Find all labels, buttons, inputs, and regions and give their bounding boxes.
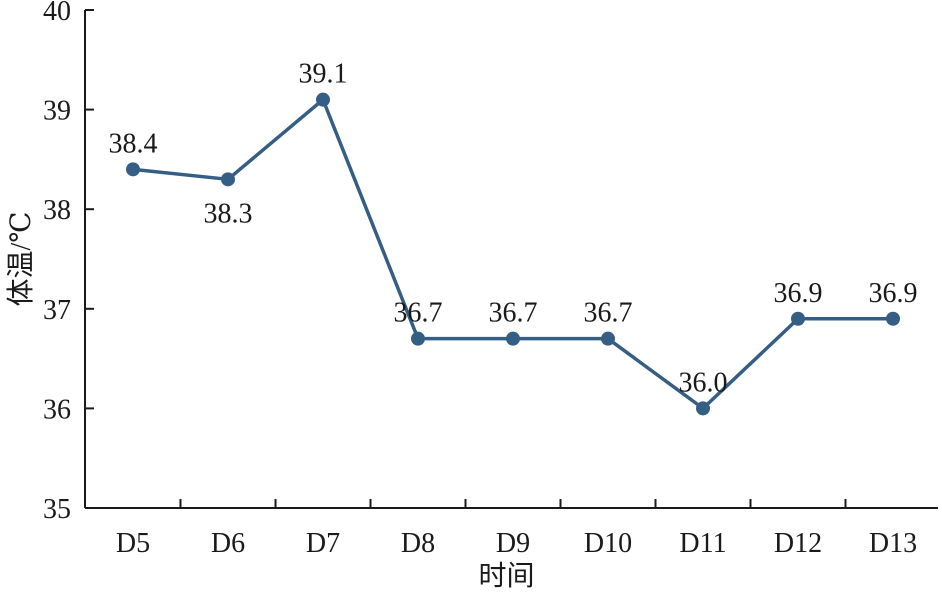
x-tick-label: D7 [306,528,340,559]
data-label: 38.4 [109,128,158,159]
data-label: 36.9 [869,278,918,309]
x-tick-label: D11 [679,528,726,559]
data-point [126,162,140,177]
x-tick-label: D12 [774,528,822,559]
x-tick-label: D13 [869,528,917,559]
y-axis-title: 体温/℃ [5,211,37,306]
series-line [132,97,893,411]
data-label: 36.9 [774,278,823,309]
data-label: 36.0 [679,367,728,398]
data-point [791,311,805,326]
data-label: 38.3 [204,198,253,229]
x-axis-title: 时间 [478,560,534,592]
data-point [316,92,330,107]
data-point [221,172,235,187]
y-axis-ticks: 35 36 37 38 39 40 [43,0,94,525]
y-tick-label: 38 [43,195,71,226]
x-tick-label: D6 [211,528,245,559]
x-tick-label: D8 [401,528,435,559]
data-point [886,311,900,326]
data-label: 36.7 [584,298,633,329]
axes [84,10,938,509]
x-tick-label: D9 [496,528,530,559]
data-label: 39.1 [299,59,348,90]
x-axis-ticks: D5 D6 D7 D8 D9 D10 D11 D12 D13 [116,499,917,559]
y-tick-label: 35 [43,494,71,525]
data-point [696,401,710,416]
data-point [601,331,615,346]
data-labels: 38.4 38.3 39.1 36.7 36.7 36.7 36.0 36.9 36.9 [109,59,918,399]
data-point [411,331,425,346]
y-tick-label: 40 [43,0,71,27]
data-point [506,331,520,346]
y-tick-label: 36 [43,394,71,425]
x-tick-label: D5 [116,528,150,559]
data-label: 36.7 [394,298,443,329]
y-tick-label: 37 [43,295,71,326]
data-label: 36.7 [489,298,538,329]
series [126,92,900,416]
y-tick-label: 39 [43,96,71,127]
x-tick-label: D10 [584,528,632,559]
